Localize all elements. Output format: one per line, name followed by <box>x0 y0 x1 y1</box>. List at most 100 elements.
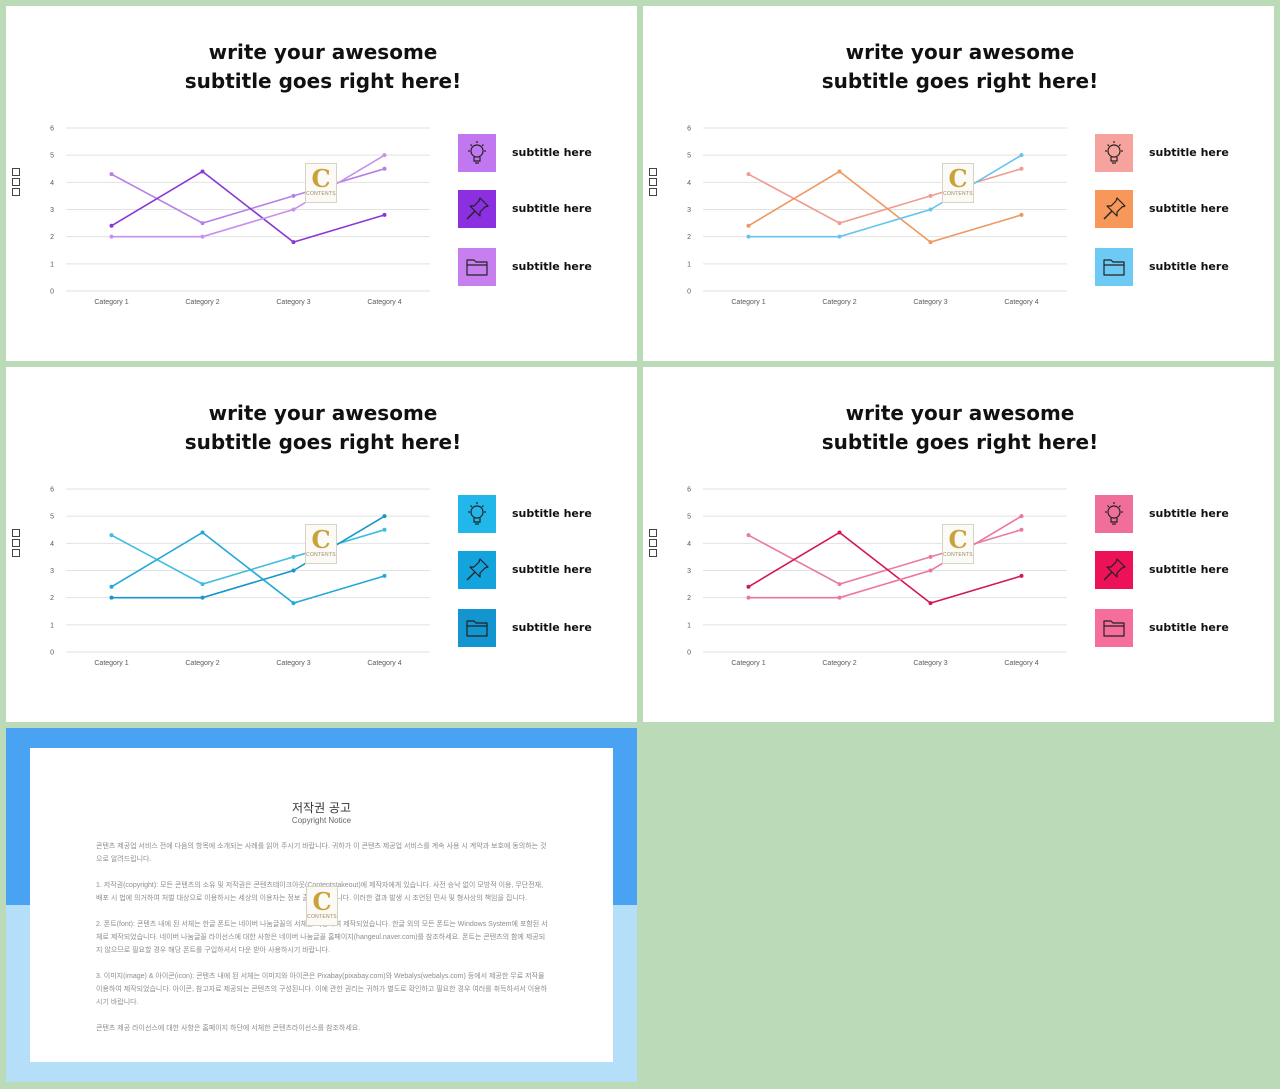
slide-title-line-1: write your awesome <box>845 401 1075 425</box>
line-chart: 0 1 2 3 4 5 6 Category 1 Category 2 Category 3 Cat… <box>687 126 1067 306</box>
legend-item: subtitle here <box>458 134 637 172</box>
legend-item: subtitle here <box>1095 551 1274 589</box>
copyright-paragraph: 콘텐츠 제공 라이선스에 대한 사항은 홈페이지 하단에 서체한 콘텐츠라이선스… <box>96 1025 361 1032</box>
data-point <box>746 595 751 600</box>
legend-item: subtitle here <box>458 248 637 286</box>
legend-label: subtitle here <box>512 507 592 520</box>
x-category-label: Category 2 <box>185 299 219 306</box>
data-point <box>837 582 842 587</box>
series-line <box>748 167 1022 224</box>
slide-title: write your awesome subtitle goes right h… <box>6 399 637 457</box>
copyright-paragraph: 콘텐츠 제공업 서비스 전에 다음의 항목에 소개되는 사례를 읽어 주시기 바… <box>96 843 547 863</box>
slide-title-line-2: subtitle goes right here! <box>184 430 462 454</box>
y-tick-label: 6 <box>687 487 691 494</box>
side-label-boxes <box>12 529 21 559</box>
legend-item: subtitle here <box>458 551 637 589</box>
legend-item: subtitle here <box>1095 609 1274 647</box>
data-point <box>200 221 205 226</box>
y-tick-label: 3 <box>50 207 54 214</box>
pushpin-icon <box>1095 551 1133 589</box>
x-category-label: Category 4 <box>1004 660 1038 667</box>
watermark-text: CONTENTS <box>306 191 336 197</box>
legend-item: subtitle here <box>1095 495 1274 533</box>
data-point <box>1019 153 1024 158</box>
watermark-letter: C <box>311 164 331 193</box>
y-tick-label: 1 <box>50 622 54 629</box>
watermark-text: CONTENTS <box>307 914 337 920</box>
data-point <box>928 207 933 212</box>
copyright-title: 저작권 공고 <box>291 801 351 815</box>
slide-title: write your awesome subtitle goes right h… <box>643 399 1274 457</box>
data-point <box>291 193 296 198</box>
x-category-label: Category 3 <box>913 299 947 306</box>
x-category-label: Category 1 <box>731 299 765 306</box>
pushpin-icon <box>1095 190 1133 228</box>
y-tick-label: 5 <box>687 514 691 521</box>
lightbulb-icon <box>1095 495 1133 533</box>
y-tick-label: 6 <box>687 126 691 133</box>
legend-item: subtitle here <box>1095 248 1274 286</box>
data-point <box>928 601 933 606</box>
series-line <box>748 154 1022 238</box>
folder-icon <box>1095 609 1133 647</box>
watermark-logo: C CONTENTS <box>942 163 974 203</box>
x-category-label: Category 2 <box>185 660 219 667</box>
y-tick-label: 5 <box>50 514 54 521</box>
side-label-boxes <box>649 168 658 198</box>
data-point <box>109 533 114 538</box>
data-point <box>109 595 114 600</box>
y-tick-label: 0 <box>687 650 691 657</box>
data-point <box>382 166 387 171</box>
data-point <box>1019 573 1024 578</box>
y-tick-label: 3 <box>50 568 54 575</box>
series-line <box>748 528 1022 585</box>
data-point <box>837 221 842 226</box>
watermark-text: CONTENTS <box>943 191 973 197</box>
copyright-card: 저작권 공고 Copyright Notice 콘텐츠 제공업 서비스 전에 다… <box>30 748 613 1062</box>
data-point <box>746 172 751 177</box>
legend-label: subtitle here <box>512 563 592 576</box>
data-point <box>1019 166 1024 171</box>
data-point <box>200 582 205 587</box>
slide-title: write your awesome subtitle goes right h… <box>643 38 1274 96</box>
watermark-letter: C <box>948 525 968 554</box>
slide-3: write your awesome subtitle goes right h… <box>6 367 637 722</box>
data-point <box>928 193 933 198</box>
x-category-label: Category 3 <box>276 299 310 306</box>
watermark-letter: C <box>311 525 331 554</box>
data-point <box>928 568 933 573</box>
legend-label: subtitle here <box>1149 260 1229 273</box>
legend-item: subtitle here <box>1095 134 1274 172</box>
folder-icon <box>1095 248 1133 286</box>
data-point <box>837 169 842 174</box>
legend-item: subtitle here <box>458 495 637 533</box>
data-point <box>291 568 296 573</box>
folder-icon <box>458 248 496 286</box>
data-point <box>200 234 205 239</box>
legend-label: subtitle here <box>1149 202 1229 215</box>
y-tick-label: 1 <box>50 261 54 268</box>
series-line <box>111 154 385 238</box>
folder-icon <box>458 609 496 647</box>
slide-title-line-2: subtitle goes right here! <box>821 430 1099 454</box>
y-tick-label: 3 <box>687 568 691 575</box>
data-point <box>291 207 296 212</box>
series-line <box>748 515 1022 599</box>
data-point <box>291 240 296 245</box>
series-line <box>111 170 385 243</box>
data-point <box>837 595 842 600</box>
legend-label: subtitle here <box>1149 563 1229 576</box>
slide-4: write your awesome subtitle goes right h… <box>643 367 1274 722</box>
watermark-logo: C CONTENTS <box>305 163 337 203</box>
data-point <box>382 153 387 158</box>
lightbulb-icon <box>1095 134 1133 172</box>
data-point <box>1019 527 1024 532</box>
series-line <box>111 167 385 224</box>
data-point <box>382 527 387 532</box>
x-category-label: Category 2 <box>822 299 856 306</box>
y-tick-label: 0 <box>687 289 691 296</box>
x-category-label: Category 2 <box>822 660 856 667</box>
watermark-letter: C <box>312 887 332 916</box>
slide-title-line-1: write your awesome <box>845 40 1075 64</box>
y-tick-label: 4 <box>687 541 691 548</box>
